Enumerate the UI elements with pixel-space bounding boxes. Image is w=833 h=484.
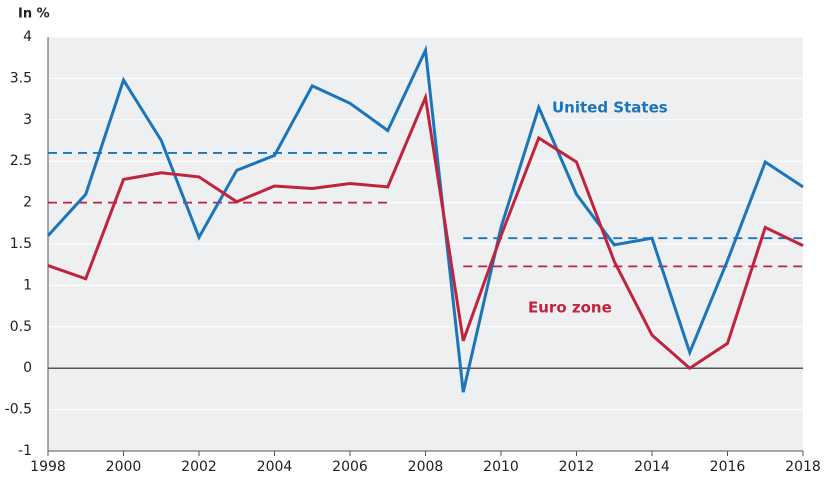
x-tick-label: 2018: [785, 459, 821, 475]
x-tick-label: 2002: [181, 459, 217, 475]
series-label: United States: [552, 99, 668, 117]
x-tick-label: 2006: [332, 459, 368, 475]
y-tick-label: 3: [23, 112, 32, 128]
x-tick-label: 2012: [559, 459, 595, 475]
x-tick-label: 1998: [30, 459, 66, 475]
y-tick-label: -0.5: [5, 402, 32, 418]
y-tick-label: 1.5: [10, 236, 32, 252]
x-tick-label: 2016: [710, 459, 746, 475]
series-label: Euro zone: [528, 299, 612, 317]
y-tick-label: 0: [23, 360, 32, 376]
y-tick-label: 2: [23, 195, 32, 211]
y-axis-label: In %: [18, 7, 50, 22]
y-tick-label: 4: [23, 29, 32, 45]
y-tick-label: 2.5: [10, 153, 32, 169]
x-tick-label: 2010: [483, 459, 519, 475]
x-tick-label: 2000: [106, 459, 142, 475]
y-tick-label: -1: [18, 443, 32, 459]
y-tick-label: 3.5: [10, 70, 32, 86]
series-line: [47, 91, 804, 371]
y-tick-label: 0.5: [10, 319, 32, 335]
x-tick-label: 2014: [634, 459, 670, 475]
x-tick-label: 2008: [408, 459, 444, 475]
x-tick-label: 2004: [257, 459, 293, 475]
y-tick-label: 1: [23, 277, 32, 293]
